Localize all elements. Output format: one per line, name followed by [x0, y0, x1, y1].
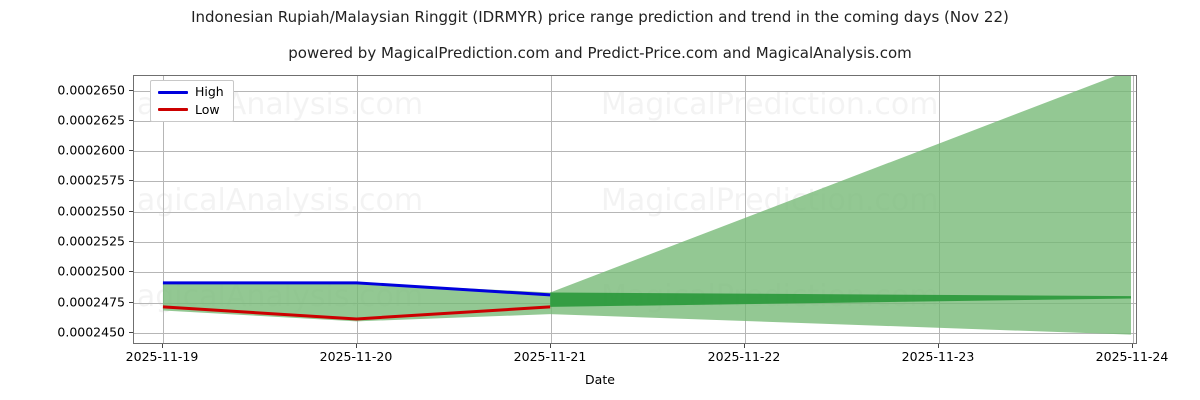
y-tick-mark — [129, 150, 133, 151]
series-line-group — [162, 281, 551, 321]
y-tick-label: 0.0002650 — [57, 82, 125, 98]
y-tick-label: 0.0002500 — [57, 263, 125, 279]
chart-title: Indonesian Rupiah/Malaysian Ringgit (IDR… — [191, 8, 1009, 26]
legend-item-low[interactable]: Low — [158, 101, 224, 117]
band-outer-range-band — [162, 76, 1132, 335]
plot-inner: MagicalAnalysis.comMagicalPrediction.com… — [134, 76, 1136, 343]
line-series-low — [162, 305, 551, 321]
y-tick-mark — [129, 90, 133, 91]
y-tick-mark — [129, 120, 133, 121]
gridline-horizontal — [134, 333, 1136, 334]
x-axis-title: Date — [585, 372, 615, 387]
y-tick-label: 0.0002625 — [57, 112, 125, 128]
y-tick-label: 0.0002475 — [57, 294, 125, 310]
y-tick-mark — [129, 271, 133, 272]
legend-item-high[interactable]: High — [158, 84, 224, 99]
gridline-horizontal — [134, 91, 1136, 92]
plot-area: MagicalAnalysis.comMagicalPrediction.com… — [133, 75, 1137, 344]
gridline-vertical — [551, 76, 552, 343]
gridline-horizontal — [134, 212, 1136, 213]
gridline-horizontal — [134, 121, 1136, 122]
x-tick-label: 2025-11-21 — [513, 349, 587, 364]
gridline-vertical — [357, 76, 358, 343]
gridline-vertical — [1133, 76, 1134, 343]
legend-swatch-high-icon — [158, 90, 188, 94]
x-tick-mark — [356, 344, 357, 348]
y-tick-label: 0.0002600 — [57, 142, 125, 158]
gridline-horizontal — [134, 242, 1136, 243]
legend-label-high: High — [195, 84, 224, 99]
legend-label-low: Low — [195, 101, 220, 117]
gridline-horizontal — [134, 151, 1136, 152]
legend: High Low — [150, 80, 234, 122]
x-tick-mark — [744, 344, 745, 348]
x-tick-mark — [162, 344, 163, 348]
x-tick-label: 2025-11-20 — [319, 349, 393, 364]
x-tick-mark — [550, 344, 551, 348]
y-tick-mark — [129, 241, 133, 242]
y-tick-mark — [129, 180, 133, 181]
x-tick-label: 2025-11-19 — [125, 349, 199, 364]
x-tick-mark — [938, 344, 939, 348]
y-tick-label: 0.0002525 — [57, 233, 125, 249]
y-tick-mark — [129, 302, 133, 303]
x-tick-label: 2025-11-22 — [707, 349, 781, 364]
gridline-vertical — [163, 76, 164, 343]
band-inner-trend-band — [550, 292, 1132, 307]
gridline-vertical — [745, 76, 746, 343]
y-tick-label: 0.0002450 — [57, 324, 125, 340]
x-tick-label: 2025-11-24 — [1095, 349, 1169, 364]
y-tick-mark — [129, 332, 133, 333]
legend-swatch-low-icon — [158, 108, 188, 112]
gridline-horizontal — [134, 181, 1136, 182]
chart-subtitle: powered by MagicalPrediction.com and Pre… — [288, 44, 912, 62]
prediction-band-group — [162, 76, 1132, 335]
line-series-high — [162, 281, 551, 297]
x-tick-mark — [1132, 344, 1133, 348]
x-tick-label: 2025-11-23 — [901, 349, 975, 364]
y-tick-mark — [129, 211, 133, 212]
y-tick-label: 0.0002575 — [57, 172, 125, 188]
y-tick-label: 0.0002550 — [57, 203, 125, 219]
